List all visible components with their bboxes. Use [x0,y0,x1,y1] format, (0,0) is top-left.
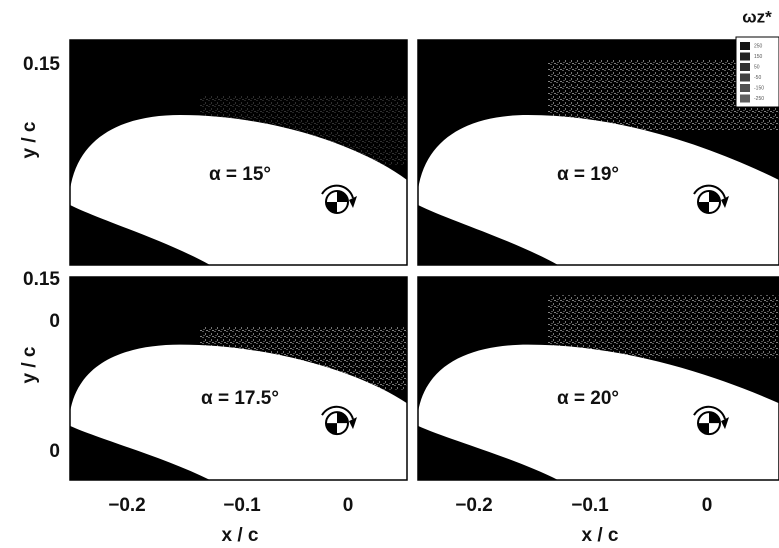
legend-swatch [740,73,750,82]
airfoil [418,115,779,265]
icon-arrow [693,405,726,420]
panel-frame [417,39,779,266]
panel-body [418,40,779,265]
rotation-icon [693,405,729,436]
panel-body [418,277,779,480]
lower-surface-shade [418,208,553,265]
y-tick-label: 0.15 [23,54,60,75]
x-tick-label: 0 [343,495,354,516]
legend-title: ωz* [742,7,772,26]
legend-swatch [740,84,750,92]
panel-frame [69,276,408,481]
airfoil [418,344,779,480]
icon-arrowhead [721,417,729,430]
airfoil [70,115,407,265]
panel: α = 20° [417,276,779,481]
legend-label: 250 [754,43,763,49]
panel-label: α = 20° [557,388,619,409]
lower-surface-shade [70,208,205,265]
legend-label: -50 [754,75,761,81]
y-tick-label: 0 [49,441,60,462]
panel: α = 19° [417,39,779,266]
x-tick-label: −0.1 [223,495,261,516]
rotation-icon [693,184,729,214]
x-tick-label: −0.1 [571,495,609,516]
legend-label: -250 [754,96,764,102]
airfoil [70,344,407,480]
icon-quarters [698,412,720,435]
legend-label: 50 [754,64,760,70]
legend-label: -150 [754,85,764,91]
x-axis-label: x / c [222,525,259,546]
icon-arrow [321,184,354,199]
lower-surface-shade [418,428,553,480]
panel-frame [69,39,408,266]
icon-quarters [698,191,720,213]
y-tick-label: 0 [49,311,60,332]
panel: α = 17.5° [69,276,408,481]
x-axis-label: x / c [582,525,619,546]
panel-label: α = 19° [557,164,619,185]
icon-arrowhead [349,196,357,208]
panel-label: α = 15° [209,164,271,185]
x-tick-label: −0.2 [455,495,493,516]
y-axis-label: y / c [19,346,40,383]
icon-quarters [326,412,348,435]
panels: α = 15° α = 19° α = 17.5° α = 20° [69,39,779,481]
panel-label: α = 17.5° [201,388,279,409]
icon-arrow [321,405,354,420]
icon-quarters [326,191,348,213]
y-tick-label: 0.15 [23,269,60,290]
lower-surface-shade [70,428,205,480]
panel-body [70,40,407,265]
legend-swatch [740,42,750,50]
icon-arrow [693,184,726,199]
legend-swatch [740,52,750,61]
x-tick-label: 0 [702,495,713,516]
legend-swatch [740,63,750,71]
rotation-icon [321,184,357,214]
legend-items: 250 150 50 -50 -150 -250 [740,42,764,103]
legend-swatch [740,94,750,103]
legend-label: 150 [754,54,763,60]
panel-frame [417,276,779,481]
icon-arrowhead [349,417,357,430]
icon-arrowhead [721,196,729,208]
rotation-icon [321,405,357,436]
y-axis-label: y / c [19,121,40,158]
vortex-region [548,295,779,359]
panel: α = 15° [69,39,408,266]
panel-body [70,277,407,480]
x-tick-label: −0.2 [108,495,146,516]
